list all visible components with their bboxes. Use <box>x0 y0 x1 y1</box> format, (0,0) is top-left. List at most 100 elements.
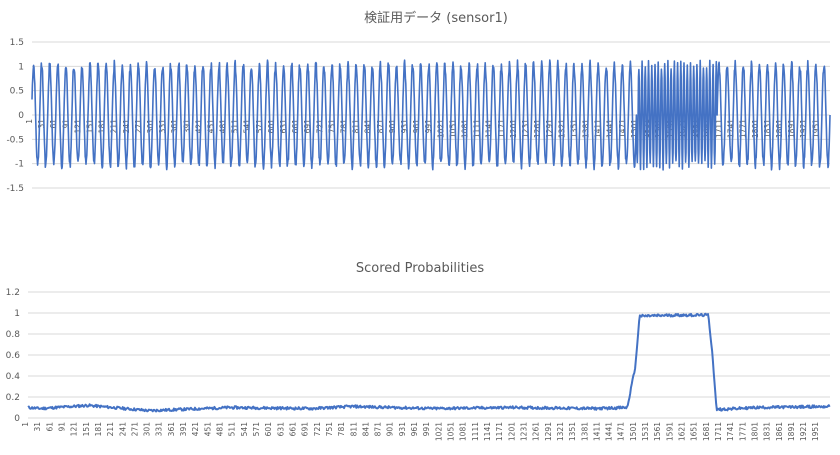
chart1-xtick-label: 661 <box>291 119 300 134</box>
chart1-xtick-label: 1921 <box>799 119 808 138</box>
chart1-xtick-label: 811 <box>352 119 361 134</box>
chart2-xtick-label: 631 <box>276 422 285 437</box>
chart1-xtick-label: 151 <box>85 119 94 134</box>
chart1-xtick-label: 571 <box>255 119 264 134</box>
chart1-ytick-label: -1.5 <box>6 184 24 194</box>
chart2-xtick-label: 691 <box>301 422 310 437</box>
chart2-ytick-label: 0.8 <box>6 330 21 340</box>
chart2-ytick-label: 0.2 <box>6 393 20 403</box>
chart2-xtick-label: 91 <box>57 422 66 432</box>
chart2-xtick-label: 511 <box>228 422 237 437</box>
chart1-xtick-label: 1771 <box>739 119 748 138</box>
chart2-xtick-label: 1681 <box>702 422 711 441</box>
chart1-ytick-label: 1.5 <box>10 38 24 48</box>
chart1-xtick-label: 1051 <box>448 119 457 138</box>
chart2-xtick-label: 1501 <box>629 422 638 441</box>
chart1-xtick-label: 241 <box>122 119 131 134</box>
chart2-xtick-label: 1141 <box>483 422 492 441</box>
chart1-ytick-label: -0.5 <box>6 135 24 145</box>
chart1-xtick-label: 1831 <box>763 119 772 138</box>
chart2-xtick-label: 1291 <box>544 422 553 441</box>
chart1-xtick-label: 751 <box>327 119 336 134</box>
chart2-xtick-label: 481 <box>216 422 225 437</box>
chart2-ytick-label: 0 <box>14 414 20 424</box>
chart2-xtick-label: 961 <box>410 422 419 437</box>
chart2-xtick-label: 1801 <box>750 422 759 441</box>
chart2-xtick-label: 181 <box>94 422 103 437</box>
chart1-xtick-label: 1231 <box>521 119 530 138</box>
chart1-xtick-label: 1261 <box>533 119 542 138</box>
chart2-series-line <box>27 312 831 413</box>
chart2-xtick-label: 1 <box>21 422 30 427</box>
chart2-xtick-label: 1711 <box>714 422 723 441</box>
chart1-xtick-label: 1891 <box>787 119 796 138</box>
chart2-xtick-label: 421 <box>191 422 200 437</box>
chart1-xtick-label: 901 <box>388 119 397 134</box>
chart1-xtick-label: 1441 <box>606 119 615 138</box>
chart1-xtick-label: 1741 <box>727 119 736 138</box>
chart2-xtick-label: 1381 <box>580 422 589 441</box>
chart2-xtick-label: 871 <box>374 422 383 437</box>
chart2-xtick-label: 1051 <box>447 422 456 441</box>
chart1-xtick-label: 1021 <box>436 119 445 138</box>
chart1-ytick-label: -1 <box>15 160 24 170</box>
chart2-xtick-label: 1831 <box>763 422 772 441</box>
chart1-xtick-label: 31 <box>37 119 46 129</box>
chart2-xtick-label: 1651 <box>690 422 699 441</box>
chart1-xtick-label: 1381 <box>581 119 590 138</box>
chart2-xtick-label: 1891 <box>787 422 796 441</box>
chart1-xtick-label: 361 <box>170 119 179 134</box>
chart2-xtick-label: 301 <box>143 422 152 437</box>
chart2-xtick-label: 61 <box>45 422 54 432</box>
chart2-xtick-label: 901 <box>386 422 395 437</box>
chart2-xtick-label: 331 <box>155 422 164 437</box>
chart1-xtick-label: 691 <box>303 119 312 134</box>
chart2-xtick-label: 1171 <box>495 422 504 441</box>
chart1-xtick-label: 301 <box>146 119 155 134</box>
chart1-xtick-label: 481 <box>219 119 228 134</box>
chart1-xtick-label: 91 <box>61 119 70 129</box>
chart1-xtick-label: 271 <box>134 119 143 134</box>
chart2-xtick-label: 1741 <box>726 422 735 441</box>
chart2-xtick-label: 1411 <box>592 422 601 441</box>
chart2-xtick-label: 1771 <box>738 422 747 441</box>
chart1-xtick-label: 991 <box>424 119 433 134</box>
chart1-xtick-label: 1861 <box>775 119 784 138</box>
chart1-ytick-label: 1 <box>18 62 24 72</box>
chart2-xtick-label: 211 <box>106 422 115 437</box>
chart2-xtick-label: 1951 <box>811 422 820 441</box>
chart2-xtick-label: 391 <box>179 422 188 437</box>
chart1-xtick-label: 1471 <box>618 119 627 138</box>
chart1-xtick-label: 1951 <box>811 119 820 138</box>
chart2-xtick-label: 1321 <box>556 422 565 441</box>
chart2-title: Scored Probabilities <box>356 261 484 276</box>
chart1-xtick-label: 181 <box>98 119 107 134</box>
chart1-xtick-label: 1 <box>25 119 34 124</box>
chart1-xtick-label: 1171 <box>497 119 506 138</box>
chart1-xtick-label: 931 <box>400 119 409 134</box>
chart2-xtick-label: 1441 <box>605 422 614 441</box>
chart2-xtick-label: 1921 <box>799 422 808 441</box>
chart2-xtick-label: 541 <box>240 422 249 437</box>
chart2-xtick-label: 1591 <box>665 422 674 441</box>
chart1-ytick-label: 0 <box>18 111 24 121</box>
chart2-xtick-label: 1531 <box>641 422 650 441</box>
chart1-xtick-label: 511 <box>231 119 240 134</box>
chart1-plot: 1.510.50-0.5-1-1.51 31 61 91 121 151 181 211 241… <box>6 38 831 194</box>
chart2-xtick-label: 751 <box>325 422 334 437</box>
chart1-xtick-label: 1201 <box>509 119 518 138</box>
chart2-xtick-label: 241 <box>118 422 127 437</box>
chart1-xtick-label: 841 <box>364 119 373 134</box>
chart2-xtick-label: 1471 <box>617 422 626 441</box>
chart2-xtick-label: 1021 <box>434 422 443 441</box>
chart1-xtick-label: 1111 <box>473 119 482 138</box>
chart2-xtick-label: 121 <box>70 422 79 437</box>
chart2-xtick-label: 841 <box>361 422 370 437</box>
chart2-xtick-label: 571 <box>252 422 261 437</box>
chart2-xtick-label: 721 <box>313 422 322 437</box>
chart1-xtick-label: 1291 <box>545 119 554 138</box>
chart1-xtick-label: 331 <box>158 119 167 134</box>
chart2-xtick-label: 1111 <box>471 422 480 441</box>
chart1-xtick-label: 1411 <box>594 119 603 138</box>
